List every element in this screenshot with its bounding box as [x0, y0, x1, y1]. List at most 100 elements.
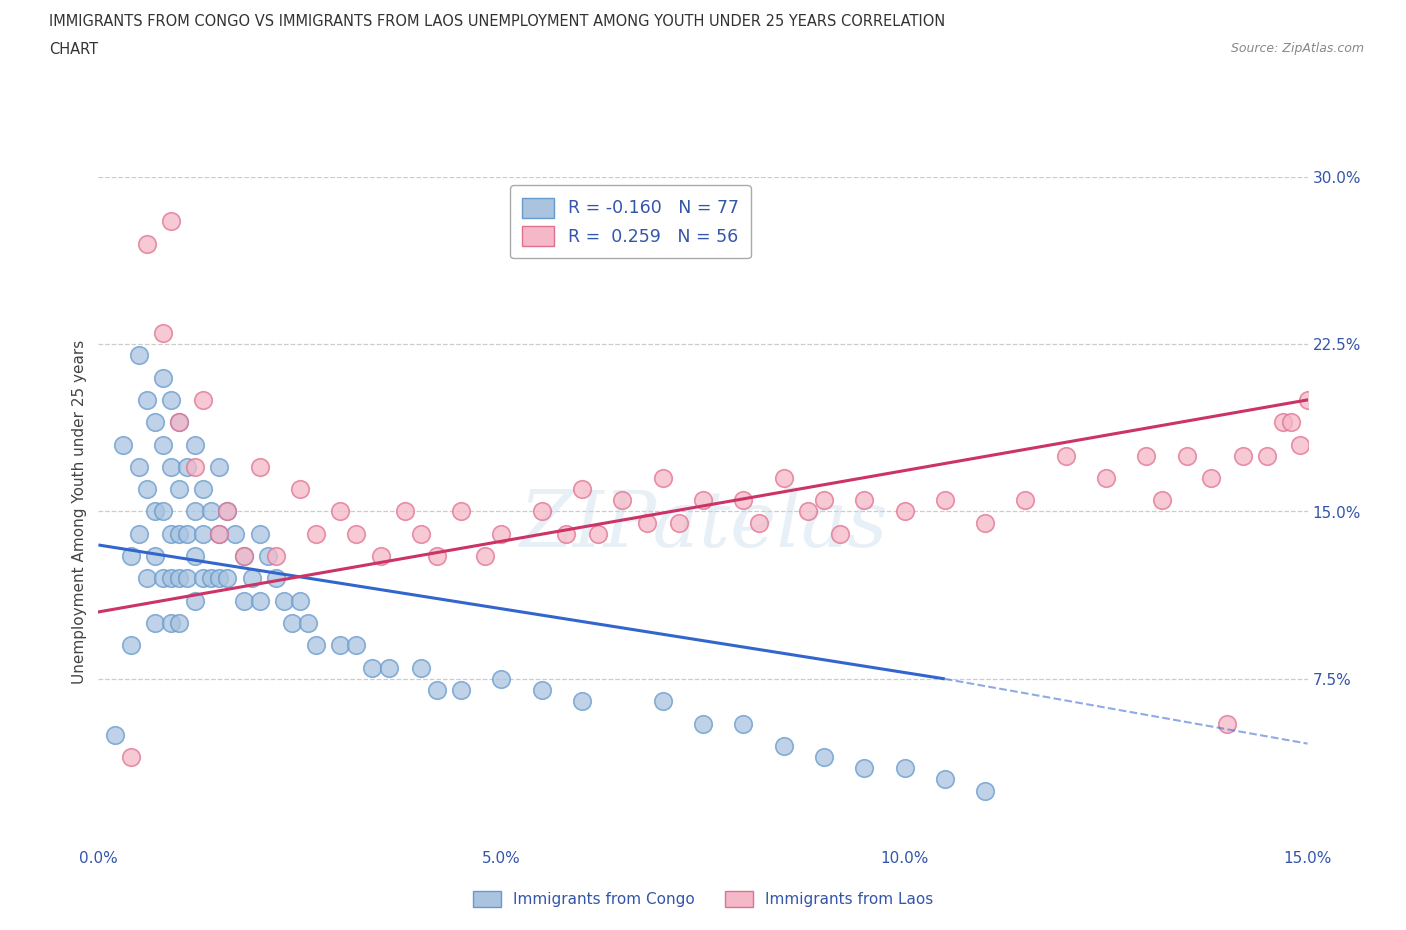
Point [184, 437, 207, 452]
Point [586, 526, 609, 541]
Point [1296, 392, 1319, 407]
Point [344, 638, 367, 653]
Point [184, 459, 207, 474]
Point [1095, 471, 1118, 485]
Point [217, 504, 239, 519]
Point [184, 593, 207, 608]
Point [167, 571, 190, 586]
Point [256, 549, 278, 564]
Point [733, 716, 755, 731]
Point [273, 593, 295, 608]
Point [288, 482, 311, 497]
Point [143, 616, 166, 631]
Point [167, 482, 190, 497]
Point [176, 459, 198, 474]
Point [224, 526, 246, 541]
Point [128, 348, 150, 363]
Point [893, 761, 915, 776]
Point [377, 660, 399, 675]
Point [208, 526, 231, 541]
Point [167, 415, 190, 430]
Point [249, 593, 271, 608]
Point [128, 526, 150, 541]
Point [152, 370, 174, 385]
Point [232, 549, 254, 564]
Point [1054, 448, 1077, 463]
Point [193, 392, 215, 407]
Point [152, 571, 174, 586]
Point [772, 738, 794, 753]
Point [135, 392, 157, 407]
Point [612, 493, 634, 508]
Point [329, 504, 352, 519]
Point [264, 549, 287, 564]
Point [249, 459, 271, 474]
Point [530, 683, 553, 698]
Point [813, 493, 835, 508]
Point [344, 526, 367, 541]
Point [232, 593, 254, 608]
Point [934, 772, 956, 787]
Point [176, 571, 198, 586]
Point [128, 459, 150, 474]
Point [288, 593, 311, 608]
Point [305, 638, 328, 653]
Point [748, 515, 770, 530]
Point [1152, 493, 1174, 508]
Point [772, 471, 794, 485]
Point [1281, 415, 1303, 430]
Point [120, 549, 142, 564]
Text: ZIPatеlas: ZIPatеlas [519, 486, 887, 563]
Point [240, 571, 263, 586]
Text: IMMIGRANTS FROM CONGO VS IMMIGRANTS FROM LAOS UNEMPLOYMENT AMONG YOUTH UNDER 25 : IMMIGRANTS FROM CONGO VS IMMIGRANTS FROM… [49, 14, 945, 29]
Point [249, 526, 271, 541]
Point [208, 526, 231, 541]
Point [143, 415, 166, 430]
Point [305, 526, 328, 541]
Point [176, 526, 198, 541]
Point [651, 694, 673, 709]
Point [571, 694, 593, 709]
Point [450, 504, 472, 519]
Point [651, 471, 673, 485]
Text: CHART: CHART [49, 42, 98, 57]
Point [394, 504, 416, 519]
Point [160, 214, 183, 229]
Point [193, 571, 215, 586]
Point [1014, 493, 1036, 508]
Point [232, 549, 254, 564]
Point [974, 783, 997, 798]
Point [184, 549, 207, 564]
Point [1232, 448, 1254, 463]
Point [893, 504, 915, 519]
Point [555, 526, 578, 541]
Y-axis label: Unemployment Among Youth under 25 years: Unemployment Among Youth under 25 years [72, 339, 87, 684]
Point [160, 616, 183, 631]
Point [193, 526, 215, 541]
Point [160, 571, 183, 586]
Point [135, 482, 157, 497]
Point [167, 616, 190, 631]
Point [491, 526, 513, 541]
Point [571, 482, 593, 497]
Legend: R = -0.160   N = 77, R =  0.259   N = 56: R = -0.160 N = 77, R = 0.259 N = 56 [510, 185, 751, 259]
Point [668, 515, 690, 530]
Point [426, 683, 449, 698]
Point [120, 750, 142, 764]
Point [409, 526, 432, 541]
Point [217, 504, 239, 519]
Point [184, 504, 207, 519]
Point [135, 571, 157, 586]
Point [1135, 448, 1157, 463]
Point [297, 616, 319, 631]
Legend: Immigrants from Congo, Immigrants from Laos: Immigrants from Congo, Immigrants from L… [467, 884, 939, 913]
Point [200, 504, 222, 519]
Point [797, 504, 820, 519]
Point [160, 459, 183, 474]
Point [692, 493, 714, 508]
Point [934, 493, 956, 508]
Point [409, 660, 432, 675]
Point [733, 493, 755, 508]
Point [167, 415, 190, 430]
Point [491, 671, 513, 686]
